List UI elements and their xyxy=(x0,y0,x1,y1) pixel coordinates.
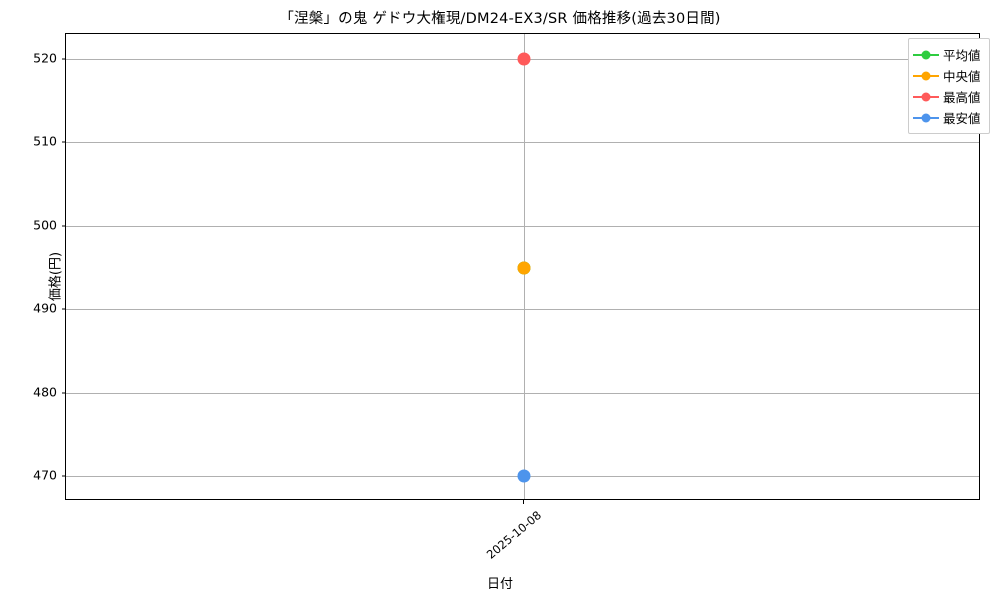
x-tick-label: 2025-10-08 xyxy=(483,508,544,562)
legend-marker-icon xyxy=(913,49,939,61)
legend-item-最高値[interactable]: 最高値 xyxy=(913,86,984,107)
y-gridline xyxy=(66,225,979,227)
plot-area xyxy=(62,33,980,500)
y-tick-label: 500 xyxy=(33,217,57,233)
x-tick-mark xyxy=(522,500,524,504)
legend-marker-icon xyxy=(913,91,939,103)
y-tick-label: 470 xyxy=(33,467,57,483)
y-tick-label: 520 xyxy=(33,50,57,66)
y-tick-mark xyxy=(62,58,66,60)
legend-item-label: 最安値 xyxy=(943,111,981,126)
y-tick-mark xyxy=(62,308,66,310)
y-gridline xyxy=(66,309,979,311)
legend-item-label: 最高値 xyxy=(943,90,981,105)
data-point-中央値 xyxy=(517,261,530,274)
y-tick-label: 490 xyxy=(33,300,57,316)
y-axis-label: 価格(円) xyxy=(48,251,64,302)
legend-item-最安値[interactable]: 最安値 xyxy=(913,107,984,128)
y-gridline xyxy=(66,142,979,144)
legend-item-label: 中央値 xyxy=(943,69,981,84)
legend-marker-icon xyxy=(913,70,939,82)
x-axis-label: 日付 xyxy=(486,577,513,592)
data-point-最高値 xyxy=(517,52,530,66)
data-point-最安値 xyxy=(517,469,530,483)
legend-item-label: 平均値 xyxy=(943,48,981,63)
y-tick-mark xyxy=(62,392,66,394)
y-tick-mark xyxy=(62,141,66,143)
y-gridline xyxy=(66,392,979,394)
y-tick-mark xyxy=(62,475,66,477)
y-tick-label: 510 xyxy=(33,133,57,149)
legend-item-中央値[interactable]: 中央値 xyxy=(913,65,984,86)
y-tick-mark xyxy=(62,225,66,227)
y-tick-label: 480 xyxy=(33,384,57,400)
legend-item-平均値[interactable]: 平均値 xyxy=(913,44,984,65)
chart-title: 「涅槃」の鬼 ゲドウ大権現/DM24-EX3/SR 価格推移(過去30日間) xyxy=(279,11,721,27)
chart-legend: 平均値中央値最高値最安値 xyxy=(908,38,990,134)
legend-marker-icon xyxy=(913,112,939,124)
